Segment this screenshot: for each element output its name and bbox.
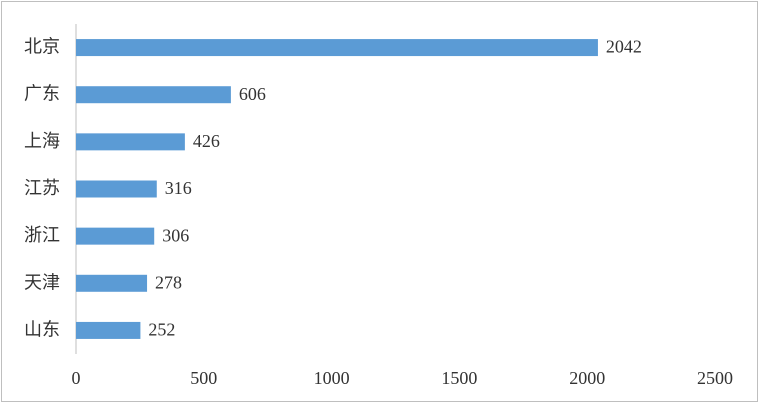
y-tick-label: 上海 [24,131,60,152]
data-label: 306 [162,225,189,245]
x-tick-label: 0 [72,368,81,388]
bar [76,227,155,245]
y-tick-label: 北京 [24,37,60,58]
bar [76,180,157,198]
x-tick-label: 2000 [569,368,605,388]
y-tick-label: 天津 [24,272,60,293]
y-tick-label: 山东 [24,319,60,340]
x-tick-label: 1000 [314,368,350,388]
y-tick-label: 广东 [24,84,60,105]
data-label: 426 [193,131,220,151]
bar [76,321,141,339]
bar [76,39,598,57]
data-label: 316 [165,178,192,198]
data-label: 278 [155,272,182,292]
bar [76,274,148,292]
bar [76,133,185,151]
x-tick-label: 500 [190,368,217,388]
y-tick-label: 江苏 [24,178,60,199]
data-label: 2042 [606,37,642,57]
x-tick-label: 1500 [441,368,477,388]
x-tick-label: 2500 [697,368,733,388]
y-tick-label: 浙江 [24,225,60,246]
data-label: 252 [148,320,175,340]
bar [76,86,231,104]
data-label: 606 [239,84,266,104]
